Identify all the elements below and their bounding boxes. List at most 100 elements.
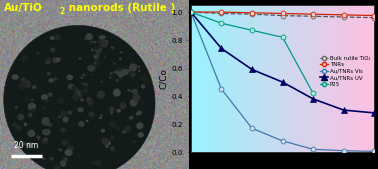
Bar	[305, 4, 306, 152]
Ellipse shape	[139, 101, 147, 108]
Bar	[281, 4, 282, 152]
Ellipse shape	[82, 89, 88, 93]
Bar	[221, 4, 223, 152]
Ellipse shape	[23, 80, 31, 88]
Bar	[278, 4, 279, 152]
Ellipse shape	[36, 136, 40, 139]
Ellipse shape	[84, 38, 87, 40]
Bar	[358, 4, 359, 152]
Ellipse shape	[109, 107, 115, 111]
Bar	[322, 4, 324, 152]
Bar	[273, 4, 275, 152]
Bar	[316, 4, 317, 152]
Ellipse shape	[42, 129, 51, 135]
Ellipse shape	[98, 114, 103, 119]
Bar	[290, 4, 291, 152]
Bar	[263, 4, 265, 152]
Bar	[217, 4, 219, 152]
Bar	[255, 4, 257, 152]
Ellipse shape	[28, 103, 36, 111]
Ellipse shape	[90, 162, 94, 165]
Ellipse shape	[78, 121, 85, 127]
Bar	[244, 4, 245, 152]
Bar	[311, 4, 312, 152]
Ellipse shape	[137, 65, 140, 68]
Ellipse shape	[14, 127, 22, 133]
Ellipse shape	[47, 123, 53, 127]
Ellipse shape	[130, 99, 137, 106]
Ellipse shape	[15, 125, 22, 131]
Bar	[197, 4, 198, 152]
Ellipse shape	[82, 74, 85, 76]
Bar	[325, 4, 327, 152]
Ellipse shape	[67, 111, 73, 115]
Bar	[298, 4, 299, 152]
Ellipse shape	[136, 122, 144, 129]
Ellipse shape	[62, 117, 69, 123]
Ellipse shape	[31, 109, 37, 113]
Bar	[302, 4, 303, 152]
Ellipse shape	[116, 67, 124, 74]
Ellipse shape	[60, 128, 67, 133]
Bar	[349, 4, 350, 152]
Ellipse shape	[21, 77, 26, 82]
Bar	[198, 4, 200, 152]
Ellipse shape	[90, 100, 94, 105]
Ellipse shape	[46, 72, 51, 76]
Ellipse shape	[31, 98, 34, 101]
Bar	[343, 4, 344, 152]
Ellipse shape	[87, 102, 93, 106]
Bar	[359, 4, 361, 152]
Ellipse shape	[132, 140, 136, 143]
Bar	[305, 4, 307, 152]
Bar	[331, 4, 333, 152]
Bar	[329, 4, 331, 152]
Bar	[340, 4, 342, 152]
Bar	[295, 4, 297, 152]
Bar	[373, 4, 375, 152]
Bar	[327, 4, 329, 152]
Ellipse shape	[57, 98, 65, 104]
Bar	[273, 4, 274, 152]
Bar	[246, 4, 247, 152]
Bar	[286, 4, 288, 152]
Ellipse shape	[135, 84, 139, 87]
Bar	[202, 4, 203, 152]
Bar	[277, 4, 279, 152]
Bar	[209, 4, 211, 152]
Ellipse shape	[99, 39, 108, 48]
Ellipse shape	[115, 79, 118, 82]
Bar	[235, 4, 236, 152]
Bar	[224, 4, 225, 152]
Ellipse shape	[68, 83, 74, 89]
Bar	[336, 4, 337, 152]
Ellipse shape	[26, 142, 32, 148]
Bar	[233, 4, 234, 152]
Bar	[284, 4, 285, 152]
Bar	[227, 4, 228, 152]
Bar	[269, 4, 270, 152]
Ellipse shape	[128, 69, 131, 72]
Text: 2: 2	[60, 7, 65, 16]
Bar	[338, 4, 340, 152]
Bar	[372, 4, 374, 152]
Bar	[285, 4, 287, 152]
Bar	[240, 4, 242, 152]
Bar	[220, 4, 222, 152]
Ellipse shape	[21, 55, 28, 62]
Ellipse shape	[129, 116, 133, 120]
Ellipse shape	[110, 111, 113, 114]
Bar	[264, 4, 266, 152]
Ellipse shape	[110, 136, 114, 140]
Bar	[362, 4, 364, 152]
Bar	[260, 4, 261, 152]
Bar	[252, 4, 254, 152]
Bar	[309, 4, 311, 152]
Text: 20 nm: 20 nm	[14, 141, 39, 150]
Ellipse shape	[73, 94, 79, 100]
Bar	[228, 4, 229, 152]
Bar	[303, 4, 304, 152]
Ellipse shape	[117, 71, 125, 77]
Ellipse shape	[116, 127, 120, 130]
Ellipse shape	[74, 92, 77, 94]
